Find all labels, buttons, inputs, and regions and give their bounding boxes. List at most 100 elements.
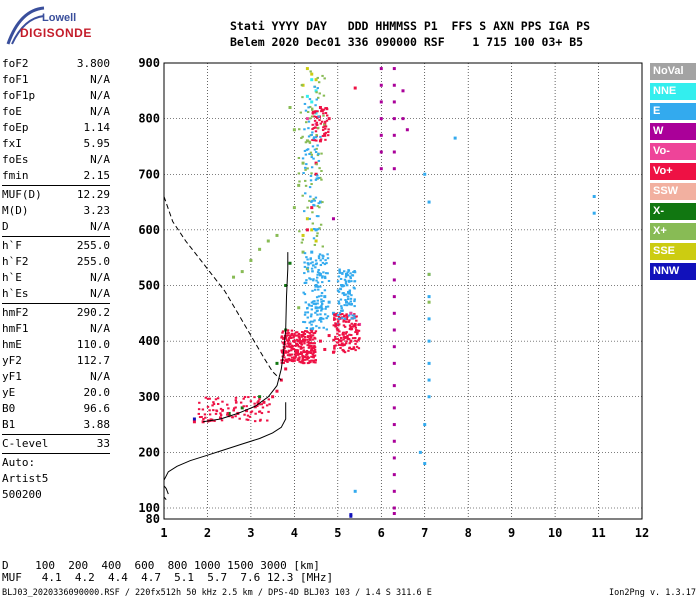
data-point <box>349 339 353 343</box>
muf-table: D 100 200 400 600 800 1000 1500 3000 [km… <box>2 560 333 584</box>
data-point <box>317 215 320 218</box>
data-point <box>309 262 312 265</box>
data-point <box>310 100 314 104</box>
param-value: N/A <box>90 153 110 166</box>
data-point <box>258 419 262 422</box>
data-point <box>350 303 353 306</box>
param-row: h`F2 255.0 <box>2 254 110 270</box>
data-point <box>310 172 313 175</box>
data-point <box>322 317 325 320</box>
data-point <box>304 166 307 169</box>
param-name: yF1 <box>2 370 22 383</box>
param-row: C-level 33 <box>2 436 110 452</box>
data-point <box>290 349 293 352</box>
data-point <box>306 341 309 344</box>
data-point <box>300 137 303 140</box>
data-point <box>306 167 309 170</box>
data-point <box>338 268 341 271</box>
data-point <box>317 228 320 231</box>
param-name: yF2 <box>2 354 22 367</box>
y-tick-label: 400 <box>138 334 160 348</box>
data-point <box>350 334 353 337</box>
data-point <box>320 108 323 111</box>
x-tick-label: 7 <box>421 526 428 540</box>
data-point <box>318 92 321 95</box>
data-point <box>353 305 356 308</box>
logo-wave-icon <box>6 6 45 45</box>
data-point <box>341 310 344 313</box>
data-point <box>301 238 305 241</box>
param-name: B1 <box>2 418 16 431</box>
data-point <box>345 304 349 307</box>
data-point <box>350 348 353 351</box>
y-tick-label: 700 <box>138 167 160 181</box>
param-name: foEp <box>2 121 29 134</box>
data-point <box>305 350 309 353</box>
x-tick-label: 12 <box>635 526 649 540</box>
data-point <box>292 356 296 360</box>
legend-item: SSE <box>650 243 696 260</box>
data-point <box>310 206 314 210</box>
data-point <box>353 298 356 301</box>
data-point <box>331 311 335 315</box>
data-point <box>350 322 353 325</box>
data-point <box>337 317 341 320</box>
data-point <box>347 302 351 305</box>
data-point <box>316 299 319 302</box>
data-point <box>302 346 305 349</box>
data-point <box>301 135 304 138</box>
data-point <box>349 277 353 280</box>
data-point <box>592 211 596 215</box>
data-point <box>248 415 252 418</box>
data-point <box>427 272 431 276</box>
data-point <box>418 450 422 454</box>
param-name: C-level <box>2 437 49 450</box>
param-row: foEp 1.14 <box>2 120 110 136</box>
data-point <box>339 340 343 343</box>
y-tick-label: 600 <box>138 223 160 237</box>
legend-item: Vo+ <box>650 163 696 180</box>
data-point <box>314 351 317 354</box>
data-point <box>281 349 284 352</box>
data-point <box>242 397 245 400</box>
data-point <box>288 359 291 362</box>
data-point <box>323 133 327 137</box>
data-point <box>315 296 319 299</box>
data-point <box>313 348 317 351</box>
data-point <box>342 331 346 334</box>
data-point <box>304 330 307 333</box>
data-point <box>286 342 290 345</box>
data-point <box>354 337 357 340</box>
data-point <box>314 104 317 107</box>
data-point <box>324 120 327 123</box>
data-point <box>314 266 317 269</box>
data-point <box>253 402 256 405</box>
data-point <box>313 288 317 291</box>
data-point <box>289 345 292 348</box>
data-point <box>314 361 317 364</box>
legend-item: NNW <box>650 263 696 280</box>
data-point <box>379 167 383 171</box>
data-point <box>347 279 351 282</box>
data-point <box>305 353 308 356</box>
param-name: hmF2 <box>2 306 29 319</box>
data-point <box>296 331 299 334</box>
data-point <box>311 270 314 273</box>
data-point <box>305 352 309 355</box>
data-point <box>316 144 319 147</box>
plot-frame <box>163 62 643 520</box>
data-point <box>290 353 294 356</box>
data-point <box>334 344 337 347</box>
data-point <box>322 112 325 115</box>
data-point <box>243 395 247 398</box>
data-point <box>348 290 351 293</box>
data-point <box>310 308 314 311</box>
data-point <box>343 325 347 328</box>
data-point <box>253 420 257 423</box>
data-point <box>301 339 304 342</box>
data-point <box>301 338 305 341</box>
data-point <box>204 416 207 419</box>
param-row: B0 96.6 <box>2 401 110 417</box>
data-point <box>303 362 306 365</box>
